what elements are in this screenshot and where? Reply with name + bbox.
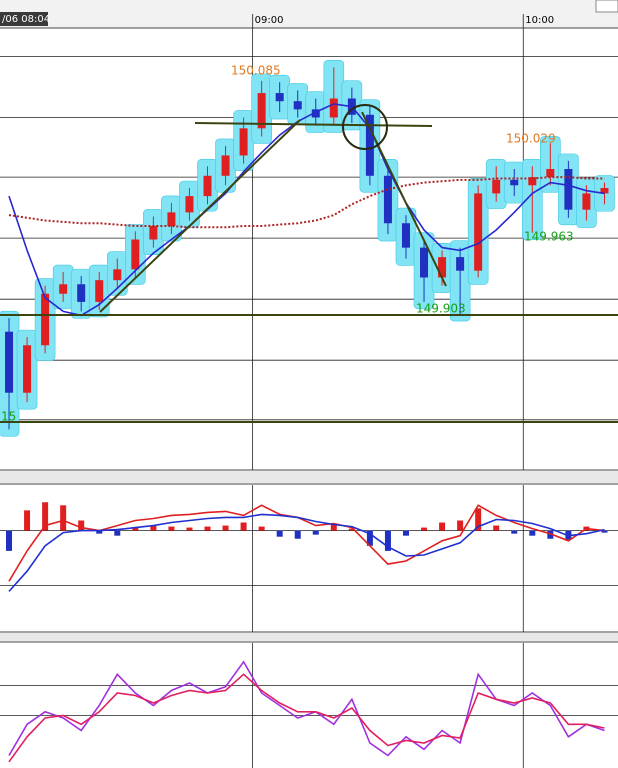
candle-body xyxy=(510,179,519,186)
histogram-bar xyxy=(60,505,67,531)
candle-body xyxy=(95,280,104,302)
series-line xyxy=(8,176,605,229)
highlight-circle xyxy=(342,104,388,150)
histogram-bar xyxy=(312,530,319,535)
histogram-bar xyxy=(150,525,157,531)
candle-body xyxy=(239,128,248,156)
candle-body xyxy=(167,212,176,226)
histogram-bar xyxy=(547,530,554,539)
candle-body xyxy=(438,257,447,278)
histogram-bar xyxy=(601,530,608,533)
annotation: 149.963 xyxy=(524,230,574,244)
candle-body xyxy=(275,93,284,102)
x-tick-label: 10:00 xyxy=(525,15,554,26)
histogram-bar xyxy=(276,530,283,537)
candle-body xyxy=(59,284,68,294)
candle-body xyxy=(474,193,483,271)
candle-body xyxy=(456,257,465,271)
histogram-bar xyxy=(330,524,337,531)
histogram-bar xyxy=(511,530,518,534)
panel-separator xyxy=(0,471,618,483)
histogram-bar xyxy=(78,520,85,531)
candle-body xyxy=(131,239,140,270)
histogram-bar xyxy=(421,527,428,531)
histogram-bar xyxy=(132,527,139,531)
histogram-bar xyxy=(222,525,229,531)
histogram-bar xyxy=(529,530,536,536)
histogram-bar xyxy=(366,530,373,546)
candle-body xyxy=(23,345,32,393)
candle-body xyxy=(365,114,374,176)
histogram-bar xyxy=(96,530,103,534)
annotation: 15 xyxy=(1,410,16,424)
histogram-bar xyxy=(258,526,265,531)
neckline xyxy=(194,122,433,127)
start-label-box xyxy=(0,12,48,26)
histogram-bar xyxy=(294,530,301,539)
candle-body xyxy=(203,175,212,197)
annotation: 150.085 xyxy=(231,64,281,78)
candle-body xyxy=(546,169,555,178)
trend-line xyxy=(99,119,301,313)
histogram-bar xyxy=(114,530,121,536)
candle-body xyxy=(383,175,392,224)
candle-body xyxy=(41,293,50,346)
histogram-bar xyxy=(240,522,247,531)
histogram-bar xyxy=(204,526,211,531)
candle-body xyxy=(582,193,591,210)
histogram-bar xyxy=(168,526,175,531)
trend-line xyxy=(361,111,447,287)
start-label: /06 08:04 xyxy=(2,14,50,25)
histogram-bar xyxy=(186,527,193,531)
panel-separator xyxy=(0,633,618,641)
histogram-bar xyxy=(384,530,391,551)
candle-body xyxy=(600,187,609,194)
candle-body xyxy=(257,93,266,129)
histogram-bar xyxy=(457,520,464,531)
candle-body xyxy=(564,169,573,210)
candle-body xyxy=(5,331,14,393)
annotation: 149.903 xyxy=(416,302,466,316)
series-line xyxy=(8,660,605,757)
series-line xyxy=(8,673,605,763)
histogram-bar xyxy=(475,508,482,531)
histogram-bar xyxy=(493,525,500,531)
corner-box xyxy=(595,0,618,13)
candle-body xyxy=(113,269,122,281)
candle-body xyxy=(329,98,338,118)
candle-body xyxy=(401,223,410,248)
candle-body xyxy=(293,101,302,110)
trend-drawings xyxy=(0,104,618,423)
histogram-bar xyxy=(6,530,13,551)
time-header xyxy=(0,0,618,28)
histogram-bar xyxy=(402,530,409,536)
series-line xyxy=(8,504,605,582)
candle-body xyxy=(311,109,320,118)
series-line xyxy=(8,513,605,592)
histogram-bar xyxy=(439,522,446,531)
histogram-bar xyxy=(42,502,49,531)
candle-body xyxy=(221,155,230,176)
series-line xyxy=(8,103,605,317)
x-tick-label: 09:00 xyxy=(255,15,284,26)
histogram-bar xyxy=(24,510,31,531)
candle-body xyxy=(77,284,86,302)
plot-layers xyxy=(0,28,618,768)
candle-body xyxy=(528,177,537,186)
annotation: 150.029 xyxy=(506,132,556,146)
histogram-bar xyxy=(348,528,355,531)
candle-body xyxy=(420,247,429,278)
candle-body xyxy=(149,225,158,240)
candle-body xyxy=(492,179,501,194)
candle-body xyxy=(185,196,194,213)
